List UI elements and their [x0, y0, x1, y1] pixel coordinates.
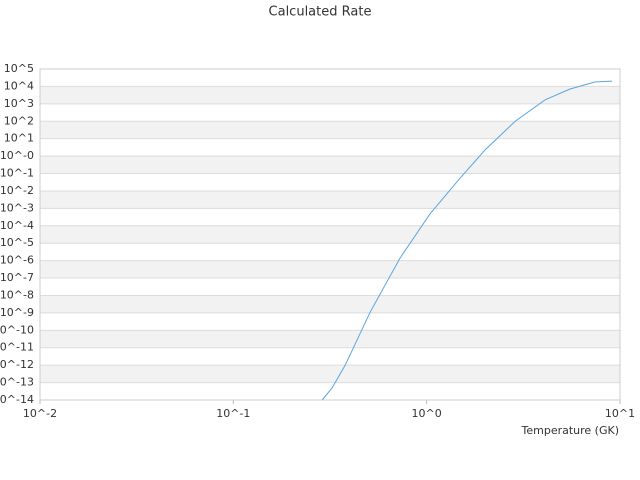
plot-area — [321, 80, 613, 400]
y-tick-label: 10^-2 — [0, 184, 34, 197]
y-tick-label: 10^-9 — [0, 306, 34, 319]
y-tick-label: 10^-1 — [0, 167, 34, 180]
y-tick-label: 10^-11 — [0, 341, 34, 354]
y-tick-label: 10^-0 — [0, 149, 34, 162]
y-tick-label: 10^4 — [4, 79, 34, 92]
x-axis-label: Temperature (GK) — [521, 424, 620, 437]
y-tick-label: 10^-14 — [0, 393, 34, 406]
x-tick-label: 10^-1 — [216, 407, 250, 420]
chart-title: Calculated Rate — [269, 5, 372, 20]
plot-border — [39, 68, 621, 401]
y-tick-label: 10^-6 — [0, 254, 34, 267]
y-tick-label: 10^3 — [4, 97, 34, 110]
x-tick-label: 10^1 — [605, 407, 635, 420]
y-tick-label: 10^2 — [4, 114, 34, 127]
grid-band — [40, 260, 620, 279]
y-tick-label: 10^-10 — [0, 323, 34, 336]
y-tick-label: 10^-4 — [0, 219, 34, 232]
y-tick-label: 10^-3 — [0, 201, 34, 214]
grid-band — [40, 365, 620, 383]
data-line — [321, 80, 613, 400]
bands — [40, 86, 620, 383]
y-tick-label: 10^-5 — [0, 236, 34, 249]
grid — [39, 68, 621, 404]
y-tick-label: 10^1 — [4, 132, 34, 145]
grid-band — [40, 225, 620, 244]
labels: 10^-14 10^-13 10^-12 10^-11 10^-10 10^-9 10^-8… — [0, 62, 635, 420]
x-tick-label: 10^-2 — [23, 407, 57, 420]
y-tick-label: 10^-13 — [0, 376, 34, 389]
grid-band — [40, 86, 620, 104]
grid-band — [40, 330, 620, 348]
y-tick-label: 10^5 — [4, 62, 34, 75]
y-tick-label: 10^-7 — [0, 271, 34, 284]
y-tick-label: 10^-12 — [0, 358, 34, 371]
grid-band — [40, 295, 620, 313]
x-tick-label: 10^0 — [412, 407, 442, 420]
grid-band — [40, 156, 620, 174]
grid-band — [40, 121, 620, 139]
y-tick-label: 10^-8 — [0, 288, 34, 301]
grid-band — [40, 190, 620, 209]
